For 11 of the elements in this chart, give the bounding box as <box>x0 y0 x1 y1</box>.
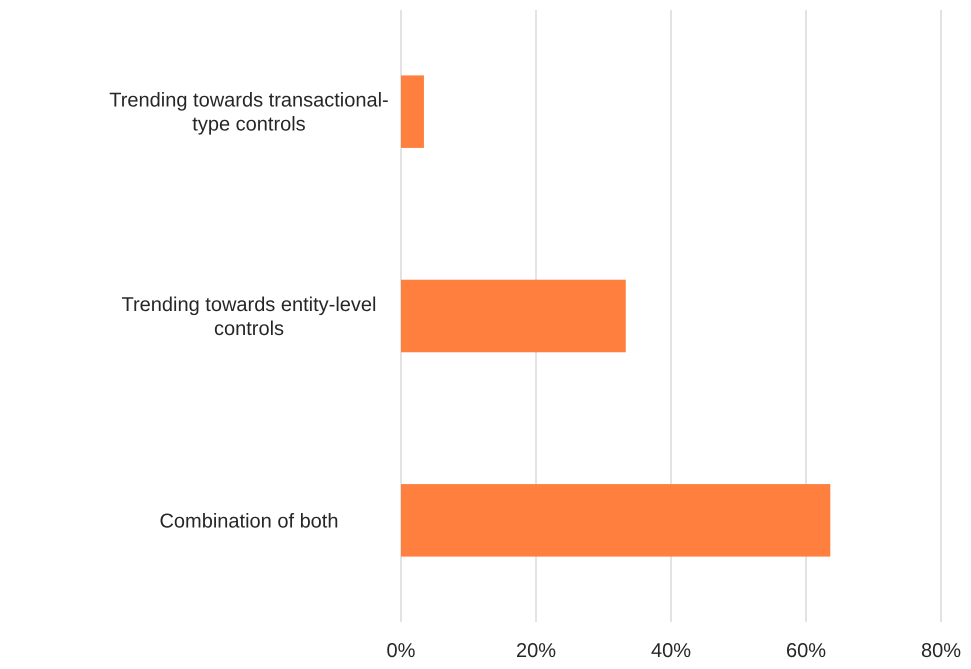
y-tick-label: Trending towards transactional-type controls <box>109 90 389 136</box>
bar <box>401 280 626 352</box>
x-tick-label: 20% <box>516 640 556 662</box>
y-tick-label: Trending towards entity-level controls <box>122 294 376 340</box>
bar <box>401 484 830 557</box>
bar <box>401 75 424 148</box>
x-tick-label: 80% <box>920 640 962 662</box>
x-tick-label: 0% <box>386 640 416 662</box>
x-tick-label: 40% <box>650 640 692 662</box>
x-tick-label: 60% <box>786 640 826 662</box>
y-tick-label: Combination of both <box>159 510 339 532</box>
